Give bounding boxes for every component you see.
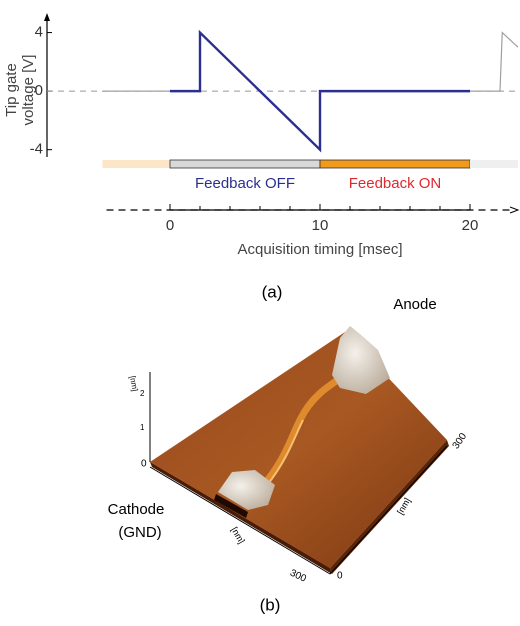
feedback-band: [170, 160, 320, 168]
y-tick-label: 4: [35, 24, 43, 41]
cathode-label: (GND): [118, 524, 161, 541]
panel-label: (b): [260, 595, 281, 614]
feedback-band: [103, 160, 171, 168]
x-tick-label: 10: [312, 217, 329, 234]
y-axis-label: voltage [V]: [20, 55, 37, 126]
y-axis-label: Tip gate: [3, 63, 20, 117]
x-axis-arrow: [510, 207, 518, 213]
z-unit: [nm]: [128, 375, 140, 392]
feedback-band: [320, 160, 470, 168]
anode-label: Anode: [393, 296, 436, 313]
x-axis-label: Acquisition timing [msec]: [237, 241, 402, 258]
z-tick-label: 0: [141, 459, 147, 470]
figure: 4 0 -4 Tip gatevoltage [V] Feedback OFF Feedb…: [0, 0, 520, 621]
cathode-label: Cathode: [108, 501, 165, 518]
z-tick-label: 2: [140, 389, 145, 398]
x-tick-label: 20: [462, 217, 479, 234]
y-axis-arrow: [44, 13, 50, 21]
afm-surface: [150, 332, 447, 568]
y-end-label: 300: [288, 568, 308, 585]
band-label: Feedback OFF: [195, 175, 295, 192]
z-tick-label: 1: [140, 423, 145, 432]
voltage-line: [103, 33, 519, 92]
afm-image: [150, 326, 449, 574]
x-tick-label: 0: [166, 217, 174, 234]
feedback-band: [470, 160, 518, 168]
x-start-label: 0: [337, 571, 343, 582]
y-unit: [nm]: [229, 525, 246, 545]
band-label: Feedback ON: [349, 175, 442, 192]
x-end-label: 300: [451, 431, 470, 451]
panel-label: (a): [262, 282, 283, 301]
y-tick-label: -4: [30, 141, 43, 158]
